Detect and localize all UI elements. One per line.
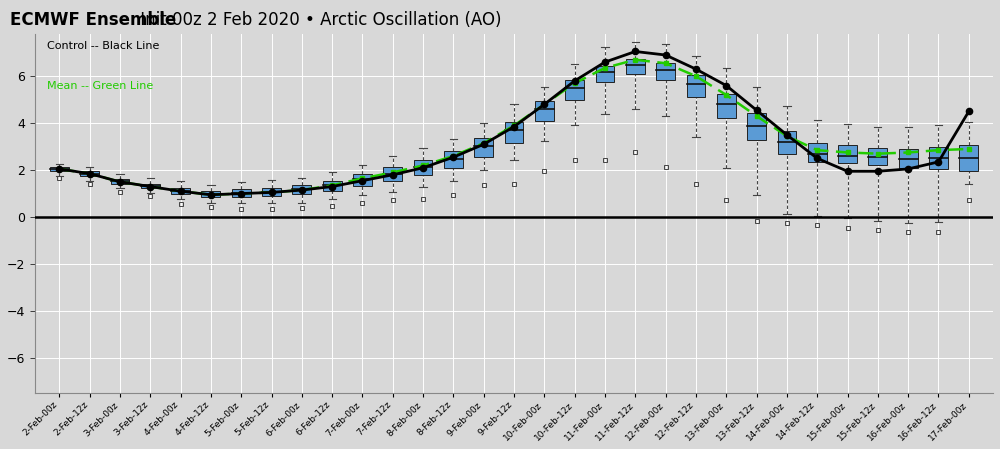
Bar — [778, 132, 796, 154]
Bar — [687, 75, 705, 97]
Bar — [717, 94, 736, 119]
Bar — [323, 180, 342, 191]
Text: Init 00z 2 Feb 2020 • Arctic Oscillation (AO): Init 00z 2 Feb 2020 • Arctic Oscillation… — [135, 11, 502, 29]
Bar — [171, 188, 190, 194]
Bar — [474, 138, 493, 157]
Bar — [201, 191, 220, 197]
Bar — [596, 66, 614, 82]
Bar — [565, 79, 584, 100]
Bar — [899, 149, 918, 168]
Bar — [838, 145, 857, 163]
Bar — [959, 145, 978, 171]
Bar — [262, 188, 281, 196]
Bar — [80, 171, 99, 176]
Text: Control -- Black Line: Control -- Black Line — [47, 41, 159, 51]
Bar — [505, 122, 523, 143]
Bar — [111, 179, 129, 184]
Text: Mean -- Green Line: Mean -- Green Line — [47, 81, 153, 91]
Bar — [808, 143, 827, 162]
Bar — [656, 62, 675, 79]
Bar — [232, 189, 251, 197]
Text: ECMWF Ensemble: ECMWF Ensemble — [10, 11, 176, 29]
Bar — [626, 58, 645, 74]
Bar — [383, 167, 402, 180]
Bar — [535, 101, 554, 121]
Bar — [50, 167, 69, 171]
Bar — [929, 147, 948, 169]
Bar — [868, 148, 887, 165]
Bar — [353, 174, 372, 186]
Bar — [141, 184, 160, 189]
Bar — [747, 113, 766, 140]
Bar — [444, 151, 463, 168]
Bar — [414, 159, 432, 175]
Bar — [292, 185, 311, 194]
